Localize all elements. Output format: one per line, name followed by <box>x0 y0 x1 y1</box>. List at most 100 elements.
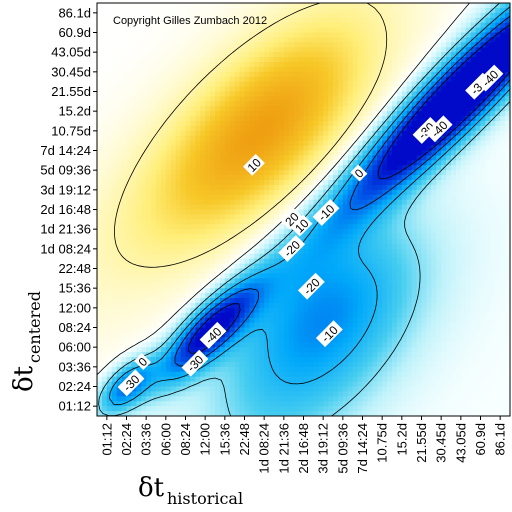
heatmap-cell <box>97 371 103 378</box>
heatmap-cell <box>308 327 314 334</box>
heatmap-cell <box>259 327 265 334</box>
heatmap-cell <box>283 57 290 63</box>
heatmap-cell <box>288 42 295 48</box>
heatmap-cell <box>97 81 103 88</box>
heatmap-cell <box>278 3 285 9</box>
heatmap-cell <box>195 62 201 68</box>
heatmap-cell <box>160 376 167 383</box>
heatmap-cell <box>156 91 162 98</box>
heatmap-cell <box>288 86 295 93</box>
heatmap-cell <box>269 170 275 176</box>
heatmap-cell <box>357 411 364 416</box>
heatmap-cell <box>101 248 108 255</box>
heatmap-cell <box>131 42 137 48</box>
heatmap-cell <box>318 352 324 358</box>
heatmap-cell <box>357 106 364 112</box>
heatmap-cell <box>160 371 167 378</box>
heatmap-cell <box>101 66 108 73</box>
heatmap-cell <box>303 253 310 260</box>
heatmap-cell <box>190 140 196 147</box>
heatmap-cell <box>205 22 211 29</box>
heatmap-cell <box>210 96 216 102</box>
heatmap-cell <box>97 352 103 358</box>
heatmap-cell <box>101 27 108 34</box>
heatmap-cell <box>141 111 147 117</box>
heatmap-cell <box>249 396 255 402</box>
heatmap-cell <box>372 293 378 299</box>
heatmap-cell <box>106 106 113 112</box>
heatmap-cell <box>274 234 280 240</box>
heatmap-cell <box>101 312 108 319</box>
heatmap-cell <box>185 189 192 196</box>
heatmap-cell <box>97 391 103 397</box>
heatmap-cell <box>121 76 128 83</box>
heatmap-cell <box>274 302 280 309</box>
heatmap-cell <box>106 150 113 157</box>
heatmap-cell <box>141 352 147 358</box>
heatmap-cell <box>126 111 133 117</box>
heatmap-cell <box>342 7 349 14</box>
heatmap-cell <box>323 106 329 112</box>
heatmap-cell <box>121 32 128 39</box>
heatmap-cell <box>205 204 211 211</box>
heatmap-cell <box>283 263 290 270</box>
heatmap-cell <box>382 101 388 107</box>
heatmap-cell <box>249 180 255 186</box>
heatmap-cell <box>264 253 270 260</box>
heatmap-cell <box>195 214 201 220</box>
heatmap-cell <box>111 332 118 338</box>
heatmap-cell <box>274 312 280 319</box>
heatmap-cell <box>382 366 388 373</box>
heatmap-cell <box>274 357 280 363</box>
heatmap-cell <box>259 101 265 107</box>
heatmap-cell <box>165 204 172 211</box>
heatmap-cell <box>377 391 383 397</box>
heatmap-cell <box>347 17 354 24</box>
heatmap-cell <box>249 32 255 39</box>
heatmap-cell <box>347 189 354 196</box>
heatmap-cell <box>195 332 201 338</box>
heatmap-cell <box>200 121 206 127</box>
heatmap-cell <box>308 381 314 388</box>
heatmap-cell <box>269 145 275 152</box>
heatmap-cell <box>224 248 231 255</box>
heatmap-cell <box>101 209 108 216</box>
heatmap-cell <box>131 332 137 338</box>
heatmap-cell <box>205 111 211 117</box>
heatmap-cell <box>264 371 270 378</box>
heatmap-cell <box>219 317 226 324</box>
heatmap-cell <box>278 121 285 127</box>
heatmap-cell <box>141 298 147 304</box>
heatmap-cell <box>362 411 369 416</box>
heatmap-cell <box>362 391 369 397</box>
heatmap-cell <box>377 273 383 279</box>
heatmap-cell <box>288 391 295 397</box>
heatmap-cell <box>170 57 177 63</box>
heatmap-cell <box>372 342 378 348</box>
heatmap-cell <box>165 81 172 88</box>
heatmap-cell <box>185 111 192 117</box>
heatmap-cell <box>160 381 167 388</box>
heatmap-cell <box>249 243 255 250</box>
heatmap-cell <box>234 204 241 211</box>
heatmap-cell <box>318 52 324 58</box>
heatmap-cell <box>283 322 290 329</box>
heatmap-cell <box>106 81 113 88</box>
heatmap-cell <box>264 381 270 388</box>
heatmap-cell <box>224 91 231 98</box>
heatmap-cell <box>215 199 221 206</box>
heatmap-cell <box>101 170 108 176</box>
heatmap-cell <box>239 263 246 270</box>
heatmap-cell <box>269 411 275 416</box>
heatmap-cell <box>269 81 275 88</box>
heatmap-cell <box>259 307 265 314</box>
heatmap-cell <box>170 302 177 309</box>
heatmap-cell <box>313 106 319 112</box>
heatmap-cell <box>303 371 310 378</box>
heatmap-cell <box>116 302 123 309</box>
heatmap-cell <box>210 175 216 181</box>
heatmap-cell <box>337 189 344 196</box>
heatmap-cell <box>293 150 300 157</box>
heatmap-cell <box>136 7 142 14</box>
